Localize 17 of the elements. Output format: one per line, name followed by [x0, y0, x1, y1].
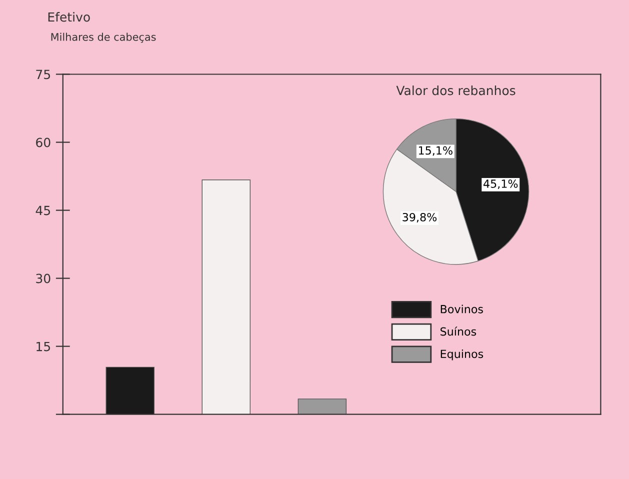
bar: [106, 366, 154, 414]
chart-title: Efetivo: [48, 12, 90, 22]
bar: [298, 398, 347, 414]
legend-label: Equinos: [440, 349, 484, 360]
data-label: 39,8%: [402, 212, 437, 222]
bar: [202, 180, 251, 414]
data-label: 15,1%: [418, 146, 452, 156]
y-tick-label: 60: [36, 138, 50, 148]
chart-subtitle: Milhares de cabeças: [51, 32, 156, 43]
legend-label: Suínos: [440, 326, 476, 336]
data-label: 45,1%: [484, 180, 518, 190]
y-tick-label: 15: [36, 342, 50, 352]
y-tick-label: 75: [36, 70, 50, 80]
legend-label: Bovinos: [440, 304, 483, 314]
y-tick-label: 45: [36, 206, 50, 216]
y-tick-label: 30: [36, 274, 50, 284]
chart-title: Valor dos rebanhos: [396, 86, 516, 96]
